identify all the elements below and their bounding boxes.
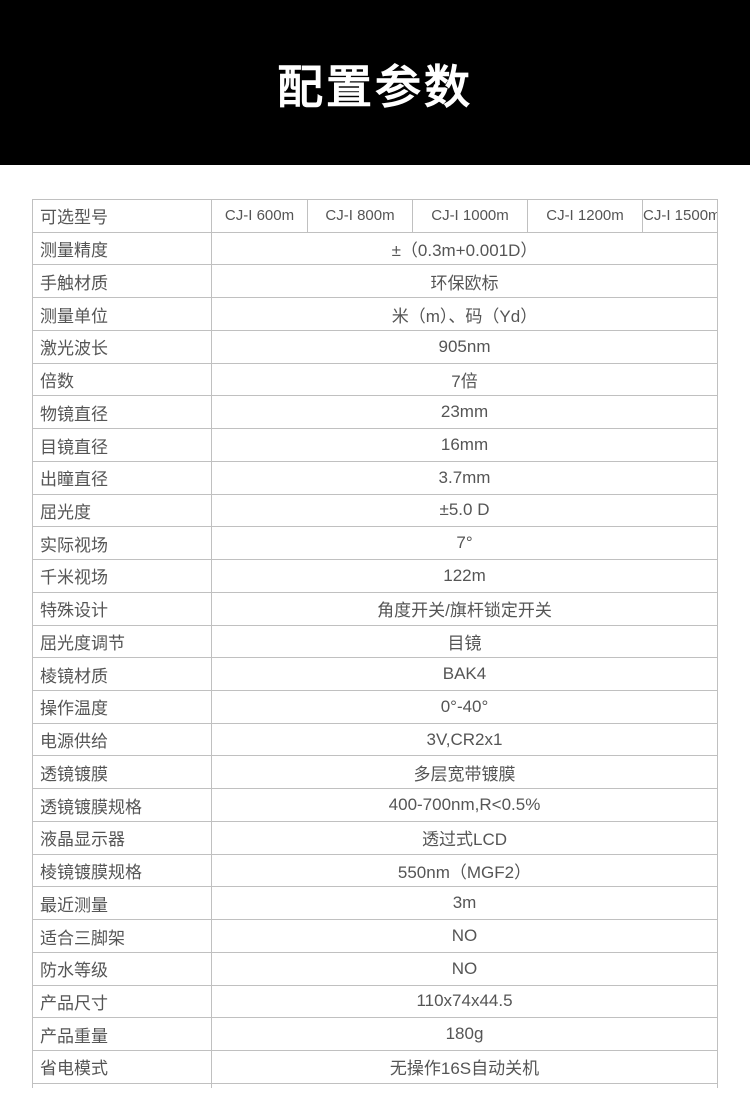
row-value: ±（0.3m+0.001D）	[211, 231, 718, 266]
row-value: 180g	[211, 1017, 718, 1052]
table-row-exit-pupil: 出瞳直径 3.7mm	[32, 460, 718, 495]
row-label: 透镜镀膜	[32, 755, 212, 790]
row-label: 测量精度	[32, 231, 212, 266]
row-value: 400-700nm,R<0.5%	[211, 788, 718, 822]
row-label: 产品尺寸	[32, 984, 212, 1019]
row-value: 23mm	[211, 395, 718, 430]
table-row-wavelength: 激光波长 905nm	[32, 329, 718, 364]
cutoff-row-label-cell	[32, 1082, 212, 1089]
spec-section: 可选型号 CJ-I 600m CJ-I 800m CJ-I 1000m CJ-I…	[0, 199, 750, 1089]
table-row-diopter: 屈光度 ±5.0 D	[32, 493, 718, 528]
table-row-fov-1000m: 千米视场 122m	[32, 559, 718, 593]
model-cell-1000m: CJ-I 1000m	[412, 199, 528, 233]
cutoff-row-value-cell	[211, 1082, 718, 1089]
table-row-tripod: 适合三脚架 NO	[32, 919, 718, 953]
row-label: 最近测量	[32, 886, 212, 921]
table-row-lens-coating-spec: 透镜镀膜规格 400-700nm,R<0.5%	[32, 788, 718, 822]
row-label: 激光波长	[32, 329, 212, 364]
row-label: 适合三脚架	[32, 919, 212, 953]
table-row-prism-coating-spec: 棱镜镀膜规格 550nm（MGF2）	[32, 853, 718, 888]
row-label: 测量单位	[32, 297, 212, 331]
table-row-power-supply: 电源供给 3V,CR2x1	[32, 722, 718, 757]
row-label: 物镜直径	[32, 395, 212, 430]
row-label: 操作温度	[32, 690, 212, 724]
row-value: 122m	[211, 559, 718, 593]
model-cell-800m: CJ-I 800m	[307, 199, 413, 233]
row-label: 实际视场	[32, 526, 212, 561]
row-value: 目镜	[211, 624, 718, 659]
page-title: 配置参数	[277, 60, 473, 113]
row-label: 屈光度	[32, 493, 212, 528]
table-row-lcd: 液晶显示器 透过式LCD	[32, 820, 718, 855]
row-value: 无操作16S自动关机	[211, 1050, 718, 1084]
table-row-special-design: 特殊设计 角度开关/旗杆锁定开关	[32, 591, 718, 626]
table-row-hand-material: 手触材质 环保欧标	[32, 264, 718, 299]
table-row-units: 测量单位 米（m）、码（Yd）	[32, 297, 718, 331]
row-label: 千米视场	[32, 559, 212, 593]
row-value: 多层宽带镀膜	[211, 755, 718, 790]
row-value: 3m	[211, 886, 718, 921]
row-value: 环保欧标	[211, 264, 718, 299]
row-value: NO	[211, 951, 718, 986]
row-value: 3.7mm	[211, 460, 718, 495]
row-value: 110x74x44.5	[211, 984, 718, 1019]
row-label: 屈光度调节	[32, 624, 212, 659]
table-row-actual-fov: 实际视场 7°	[32, 526, 718, 561]
table-row-product-weight: 产品重量 180g	[32, 1017, 718, 1052]
row-value: 7°	[211, 526, 718, 561]
row-label-model: 可选型号	[32, 199, 212, 233]
row-value: NO	[211, 919, 718, 953]
row-label: 电源供给	[32, 722, 212, 757]
row-value: 16mm	[211, 428, 718, 462]
row-label: 防水等级	[32, 951, 212, 986]
row-label: 省电模式	[32, 1050, 212, 1084]
row-label: 棱镜镀膜规格	[32, 853, 212, 888]
table-row-power-saving: 省电模式 无操作16S自动关机	[32, 1050, 718, 1084]
table-row-accuracy: 测量精度 ±（0.3m+0.001D）	[32, 231, 718, 266]
model-cell-1200m: CJ-I 1200m	[527, 199, 643, 233]
row-label: 手触材质	[32, 264, 212, 299]
row-label: 出瞳直径	[32, 460, 212, 495]
row-label: 特殊设计	[32, 591, 212, 626]
row-value: 角度开关/旗杆锁定开关	[211, 591, 718, 626]
row-value: 米（m）、码（Yd）	[211, 297, 718, 331]
table-row-lens-coating: 透镜镀膜 多层宽带镀膜	[32, 755, 718, 790]
row-label: 透镜镀膜规格	[32, 788, 212, 822]
row-value: 905nm	[211, 329, 718, 364]
row-value: 7倍	[211, 362, 718, 397]
spec-table: 可选型号 CJ-I 600m CJ-I 800m CJ-I 1000m CJ-I…	[32, 199, 718, 1089]
table-row-waterproof: 防水等级 NO	[32, 951, 718, 986]
model-cell-1500m: CJ-I 1500m	[642, 199, 718, 233]
row-value: 0°-40°	[211, 690, 718, 724]
table-row-magnification: 倍数 7倍	[32, 362, 718, 397]
row-value: BAK4	[211, 657, 718, 692]
header-banner: 配置参数	[0, 0, 750, 165]
row-value: 透过式LCD	[211, 820, 718, 855]
row-value: 3V,CR2x1	[211, 722, 718, 757]
cutoff-row-stub	[32, 1082, 718, 1089]
row-label: 倍数	[32, 362, 212, 397]
table-row-min-range: 最近测量 3m	[32, 886, 718, 921]
row-label: 目镜直径	[32, 428, 212, 462]
row-label: 棱镜材质	[32, 657, 212, 692]
row-value: ±5.0 D	[211, 493, 718, 528]
row-label: 液晶显示器	[32, 820, 212, 855]
table-row-operating-temp: 操作温度 0°-40°	[32, 690, 718, 724]
model-header-row: 可选型号 CJ-I 600m CJ-I 800m CJ-I 1000m CJ-I…	[32, 199, 718, 233]
table-row-product-size: 产品尺寸 110x74x44.5	[32, 984, 718, 1019]
table-row-eyepiece-diameter: 目镜直径 16mm	[32, 428, 718, 462]
model-cell-600m: CJ-I 600m	[211, 199, 308, 233]
table-row-objective-diameter: 物镜直径 23mm	[32, 395, 718, 430]
table-row-diopter-adjust: 屈光度调节 目镜	[32, 624, 718, 659]
table-row-prism-material: 棱镜材质 BAK4	[32, 657, 718, 692]
row-value: 550nm（MGF2）	[211, 853, 718, 888]
row-label: 产品重量	[32, 1017, 212, 1052]
